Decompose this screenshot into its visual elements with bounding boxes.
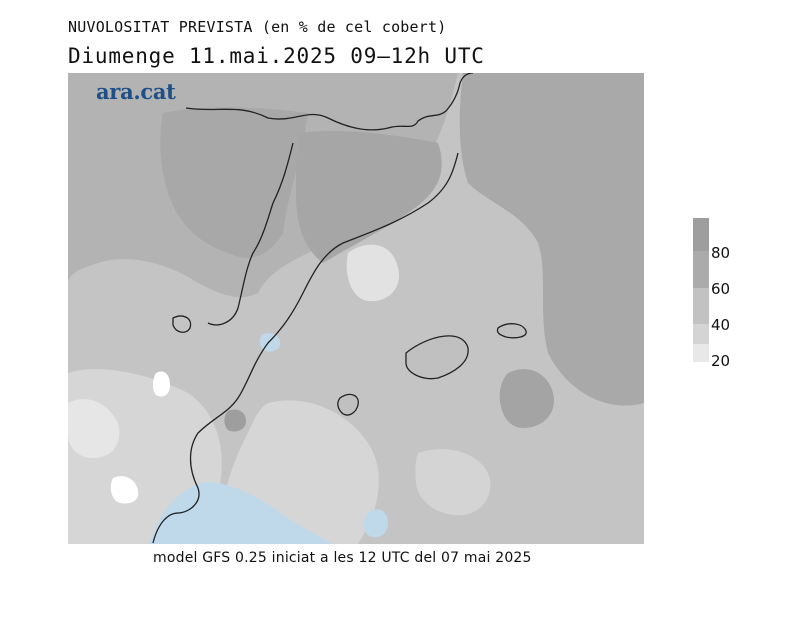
legend-label-20: 20: [711, 352, 731, 370]
cloud-cover-map: ara.cat: [68, 73, 644, 544]
model-info-footer: model GFS 0.25 iniciat a les 12 UTC del …: [153, 550, 532, 566]
cloud-field-high-east: [459, 73, 644, 406]
map-canvas: [68, 73, 644, 544]
legend-band-40-60: [693, 288, 709, 324]
island-eivissa: [337, 393, 359, 416]
cloud-field-clear-spot-1: [110, 476, 139, 504]
cloud-field-low-balearic-south: [415, 449, 491, 516]
cloud-field-pyrenees: [160, 107, 308, 258]
cloud-field-clear-west: [68, 399, 120, 458]
cloud-field-catalonia-north: [296, 131, 442, 263]
coastline-catalonia: [152, 152, 459, 544]
legend-band-0-20: [693, 344, 709, 362]
legend-band-60-80: [693, 251, 709, 288]
map-title: NUVOLOSITAT PREVISTA (en % de cel cobert…: [68, 18, 447, 36]
border-france: [185, 73, 474, 131]
legend-label-80: 80: [711, 244, 731, 262]
legend-band-20-40: [693, 324, 709, 344]
sea-area-small-2: [363, 509, 388, 538]
cloud-cover-legend: [693, 218, 709, 362]
legend-label-60: 60: [711, 280, 731, 298]
cloud-field-clear-spot-2: [153, 371, 170, 397]
cloud-field-high-spot: [499, 369, 554, 428]
forecast-date-subtitle: Diumenge 11.mai.2025 09–12h UTC: [68, 44, 485, 68]
border-small-enclave: [172, 315, 192, 333]
island-menorca: [496, 323, 527, 339]
island-mallorca: [405, 335, 469, 380]
legend-label-40: 40: [711, 316, 731, 334]
border-aragon: [207, 142, 294, 326]
legend-band-80-100: [693, 218, 709, 251]
sea-area-south: [148, 482, 333, 544]
cloud-field-high-spot-2: [224, 409, 246, 432]
cloud-field-clear-patch: [346, 244, 399, 302]
ara-cat-logo: ara.cat: [96, 79, 176, 104]
